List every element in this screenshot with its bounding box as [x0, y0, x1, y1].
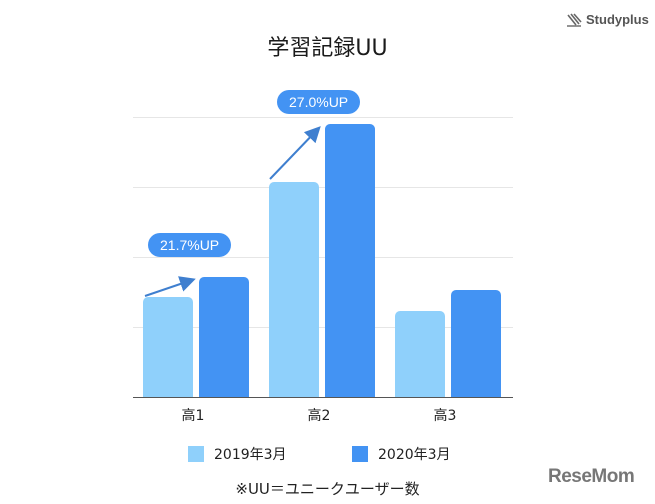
gridline: [133, 187, 513, 188]
bar-koko1-2020: [199, 277, 249, 397]
bar-koko3-2020: [451, 290, 501, 397]
bar-koko3-2019: [395, 311, 445, 397]
plot-area: [133, 97, 513, 398]
legend-swatch-2020: [352, 446, 368, 462]
gridline: [133, 117, 513, 118]
x-axis-line: [133, 397, 513, 398]
bar-koko2-2020: [325, 124, 375, 397]
increase-badge-koko1: 21.7%UP: [148, 233, 232, 257]
studyplus-mark-icon: [567, 12, 582, 27]
x-tick-label: 高3: [433, 408, 457, 424]
increase-badge-koko2: 27.0%UP: [277, 90, 361, 114]
bar-koko2-2019: [269, 182, 319, 397]
x-tick-label: 高1: [181, 408, 205, 424]
studyplus-logo-text: Studyplus: [586, 12, 649, 27]
resemom-logo: ReseMom: [548, 466, 635, 487]
legend-label: 2020年3月: [378, 447, 451, 463]
footnote: ※UU＝ユニークユーザー数: [235, 480, 420, 498]
arrow-icon: [269, 126, 321, 180]
legend-item-2019: 2019年3月: [188, 444, 287, 464]
legend-item-2020: 2020年3月: [352, 444, 451, 464]
gridline: [133, 257, 513, 258]
arrow-icon: [144, 276, 196, 297]
bar-koko1-2019: [143, 297, 193, 397]
legend-label: 2019年3月: [214, 447, 287, 463]
x-tick-label: 高2: [307, 408, 331, 424]
chart-title: 学習記録UU: [267, 36, 388, 61]
studyplus-logo: Studyplus: [566, 12, 649, 27]
legend-swatch-2019: [188, 446, 204, 462]
gridline: [133, 327, 513, 328]
